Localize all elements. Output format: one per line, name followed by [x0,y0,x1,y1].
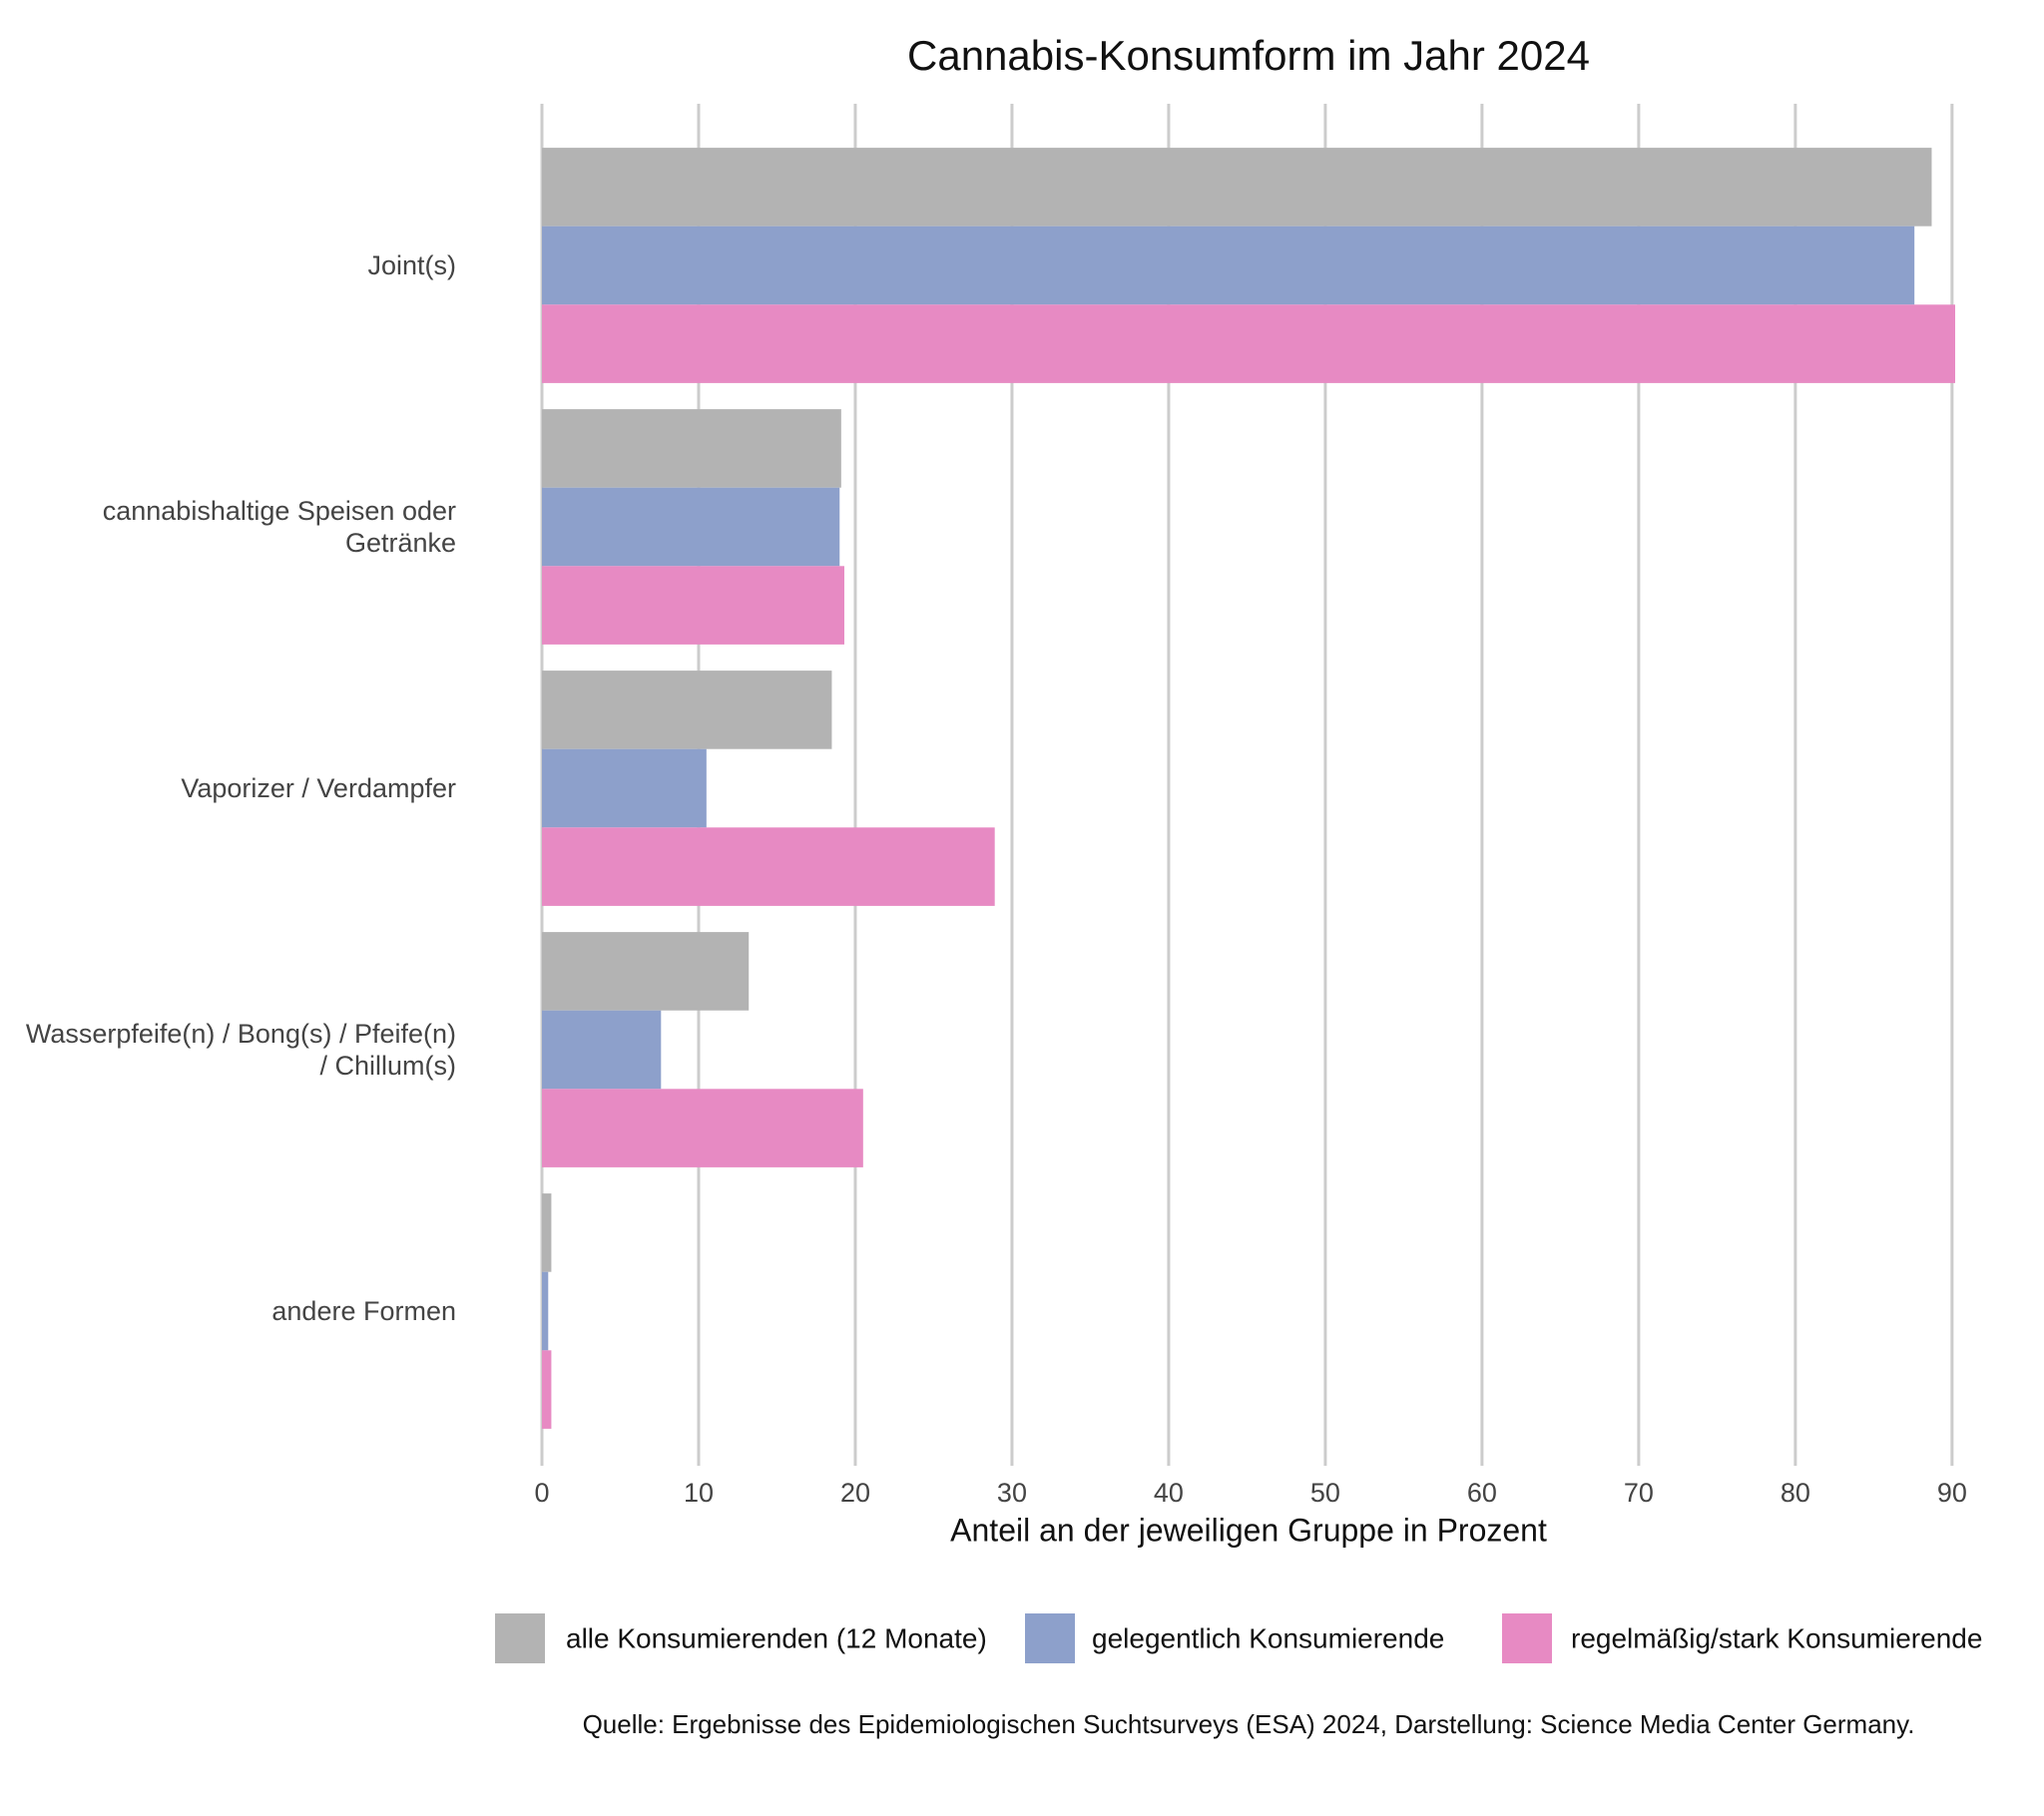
x-tick-label: 70 [1624,1478,1654,1508]
bar [542,1350,552,1429]
x-tick-label: 10 [684,1478,714,1508]
y-tick-label: Wasserpfeife(n) / Bong(s) / Pfeife(n) / … [25,1019,456,1081]
bar [542,226,1915,305]
x-tick-label: 40 [1154,1478,1184,1508]
y-tick-label: cannabishaltige Speisen oder Getränke [102,496,456,558]
bar [542,148,1932,227]
bar [542,1010,662,1090]
x-tick-label: 30 [997,1478,1027,1508]
bar [542,827,995,906]
bar [542,304,1955,383]
legend-label: regelmäßig/stark Konsumierende [1571,1622,1982,1653]
bar [542,487,840,567]
source-note: Quelle: Ergebnisse des Epidemiologischen… [582,1709,1915,1739]
bar [542,932,750,1011]
legend-swatch [495,1613,545,1663]
bar [542,1089,863,1167]
chart-title: Cannabis-Konsumform im Jahr 2024 [907,32,1590,79]
bar [542,748,707,828]
bar [542,566,844,645]
x-tick-label: 80 [1781,1478,1810,1508]
legend-swatch [1025,1613,1075,1663]
x-tick-label: 0 [534,1478,549,1508]
x-tick-label: 50 [1310,1478,1340,1508]
legend-label: gelegentlich Konsumierende [1092,1622,1444,1653]
x-tick-label: 20 [840,1478,870,1508]
x-axis-title: Anteil an der jeweiligen Gruppe in Proze… [950,1512,1547,1548]
x-tick-label: 90 [1937,1478,1967,1508]
x-tick-label: 60 [1467,1478,1497,1508]
bar [542,1271,549,1351]
bar [542,1193,552,1272]
bar [542,409,841,488]
legend-swatch [1502,1613,1552,1663]
bar [542,671,832,749]
y-tick-label: Joint(s) [367,250,456,280]
y-tick-label: andere Formen [271,1296,456,1326]
legend-label: alle Konsumierenden (12 Monate) [566,1622,987,1653]
y-tick-label: Vaporizer / Verdampfer [181,773,456,803]
